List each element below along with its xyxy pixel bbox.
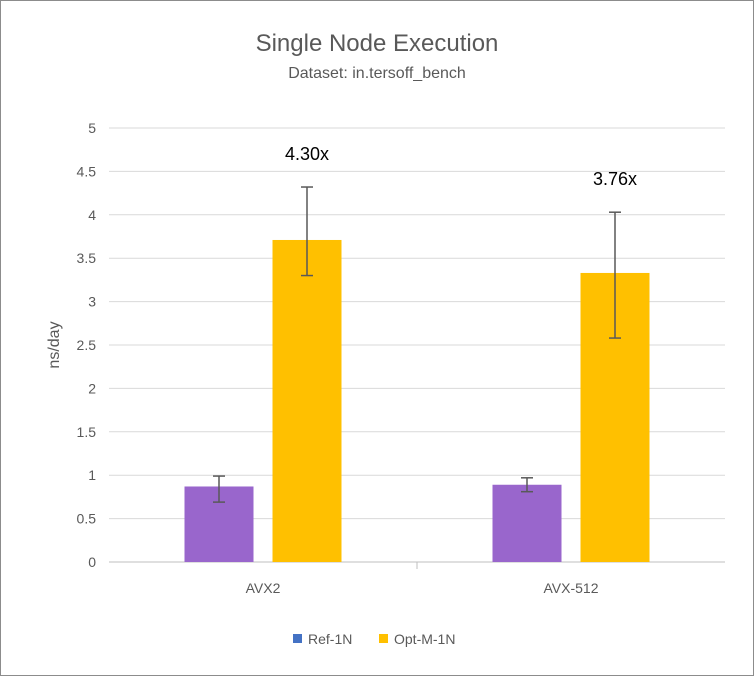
error-bars [213, 186, 621, 503]
chart-title: Single Node Execution [256, 30, 499, 57]
y-tick-label: 3 [88, 294, 96, 310]
y-axis-title: ns/day [46, 321, 63, 368]
y-tick-label: 1 [88, 467, 96, 483]
legend: Ref-1N Opt-M-1N [293, 631, 455, 647]
bar [492, 484, 562, 562]
bar [272, 239, 342, 563]
legend-label: Opt-M-1N [394, 631, 455, 647]
y-tick-label: 4.5 [77, 163, 97, 179]
chart-subtitle: Dataset: in.tersoff_bench [288, 65, 466, 82]
y-tick-label: 1.5 [77, 424, 97, 440]
y-tick-label: 3.5 [77, 250, 97, 266]
y-tick-label: 5 [88, 120, 96, 136]
y-tick-label: 0.5 [77, 511, 97, 527]
legend-swatch [293, 634, 302, 643]
x-tick-labels: AVX2 AVX-512 [246, 580, 599, 596]
x-tick-label: AVX2 [246, 580, 281, 596]
legend-swatch [379, 634, 388, 643]
bars [184, 239, 650, 563]
legend-label: Ref-1N [308, 631, 352, 647]
y-tick-labels: 0 0.5 1 1.5 2 2.5 3 3.5 4 4.5 5 [77, 120, 97, 570]
y-tick-label: 2 [88, 380, 96, 396]
speedup-annotation: 4.30x [285, 144, 329, 164]
speedup-annotation: 3.76x [593, 169, 637, 189]
speedup-annotations: 4.30x 3.76x [285, 144, 637, 189]
y-tick-label: 4 [88, 207, 96, 223]
y-tick-label: 0 [88, 554, 96, 570]
y-tick-label: 2.5 [77, 337, 97, 353]
x-tick-label: AVX-512 [544, 580, 599, 596]
